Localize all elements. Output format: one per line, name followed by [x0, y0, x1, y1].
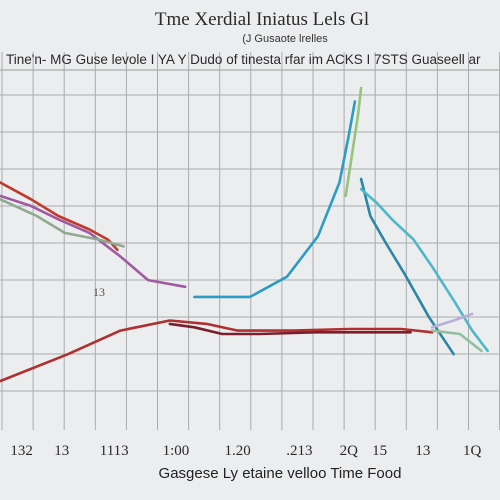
x-tick-label: 1:00: [163, 443, 190, 459]
series-layer: [0, 86, 490, 383]
series-line-2: [0, 194, 187, 289]
series-line-3: [0, 197, 125, 248]
x-tick-label: 15: [372, 443, 387, 459]
x-tick-label: 132: [10, 443, 33, 459]
chart-subtitle-line: Tine'n- MG Guse levole I YA Y Dudo of ti…: [6, 52, 481, 67]
x-axis-label: Gasgese Ly etaine velloo Time Food: [159, 465, 402, 482]
series-line-8: [359, 177, 456, 356]
x-tick-label: 2Q: [340, 443, 359, 459]
x-tick-label: 1.20: [225, 443, 251, 459]
x-tick-label: 13: [415, 443, 430, 459]
x-tick-label: 1113: [100, 443, 129, 459]
series-line-10: [430, 312, 474, 329]
grid-lines: [0, 52, 500, 430]
chart-subtitle: (J Gusaote lrelles: [242, 33, 328, 45]
series-line-11: [430, 329, 483, 353]
series-line-9: [359, 187, 490, 353]
x-tick-label: .213: [286, 443, 312, 459]
series-line-7: [344, 86, 363, 198]
chart-title: Tme Xerdial Iniatus Lels Gl: [155, 9, 369, 30]
chart-annotation: 13: [93, 285, 105, 299]
series-line-5: [168, 322, 412, 336]
x-tick-label: 13: [54, 443, 69, 459]
x-tick-label: 1Q: [463, 443, 482, 459]
series-line-6: [193, 100, 357, 299]
x-axis-ticks: 132 13 1113 1:00 1.20 .213 2Q 15 13 1Q: [10, 443, 481, 459]
series-line-4: [0, 319, 434, 383]
